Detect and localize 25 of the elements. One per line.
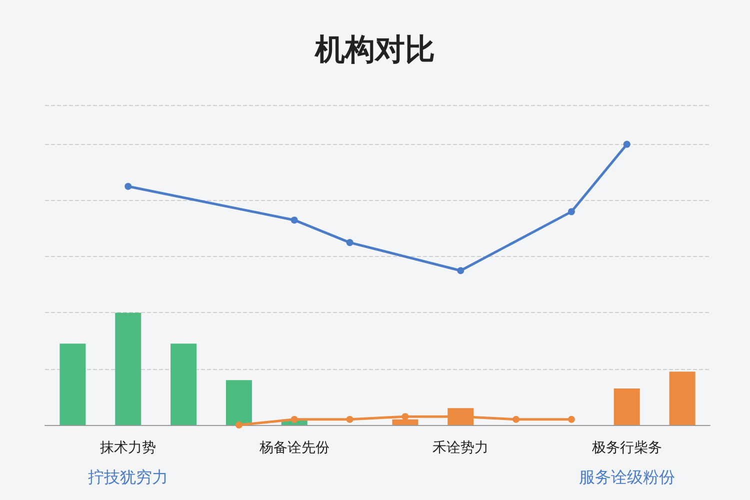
bar <box>669 372 696 425</box>
point <box>346 239 354 246</box>
text: 拧技犹穷力 <box>88 468 168 486</box>
point <box>290 216 298 224</box>
point <box>512 416 520 423</box>
point <box>457 267 464 274</box>
point <box>568 416 575 423</box>
point <box>290 416 298 423</box>
point <box>124 182 132 190</box>
point <box>568 208 575 216</box>
point <box>623 140 630 148</box>
bar <box>226 380 252 425</box>
x-tick-label: 抹术力势 <box>100 440 156 456</box>
point <box>235 422 242 428</box>
point <box>346 416 354 423</box>
bar <box>60 344 86 425</box>
chart-title: 机构对比 <box>314 32 435 68</box>
point <box>402 413 409 420</box>
x-tick-label: 极务行柴务 <box>590 440 662 456</box>
bar <box>614 388 640 425</box>
text: 服务诠级粉份 <box>578 468 675 486</box>
x-tick-label: 杨备诠先份 <box>258 440 330 456</box>
bar <box>115 312 142 425</box>
x-tick-label: 禾诠势力 <box>432 440 489 456</box>
bar <box>170 344 197 425</box>
